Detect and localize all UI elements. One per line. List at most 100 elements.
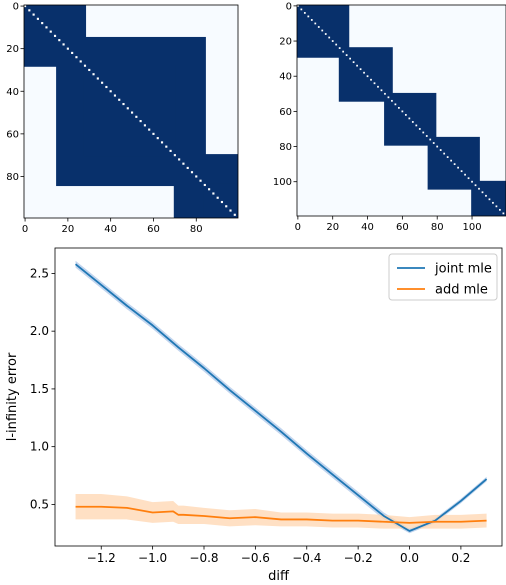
diagonal-cell — [208, 188, 211, 191]
diagonal-cell — [380, 89, 383, 92]
x-tick-label: −0.6 — [241, 551, 270, 565]
legend-label: add mle — [435, 283, 488, 298]
x-axis-label: diff — [268, 569, 290, 584]
diagonal-cell — [212, 192, 215, 195]
diagonal-cell — [363, 71, 365, 74]
diagonal-cell — [75, 56, 78, 59]
diagonal-cell — [359, 68, 362, 71]
diagonal-cell — [481, 191, 484, 194]
x-tick-label: −1.0 — [138, 551, 167, 565]
y-tick-label: 80 — [6, 172, 19, 183]
heatmap-block — [83, 64, 176, 157]
diagonal-cell — [321, 29, 324, 32]
diagonal-cell — [49, 30, 52, 33]
diagonal-cell — [352, 61, 355, 64]
diagonal-cell — [457, 166, 459, 169]
x-tick-label: 0 — [22, 224, 28, 235]
series-line — [74, 263, 488, 532]
diagonal-cell — [464, 173, 466, 176]
x-tick-label: −0.4 — [292, 551, 321, 565]
x-tick-label: 20 — [326, 222, 339, 233]
diagonal-cell — [28, 9, 31, 12]
diagonal-cell — [160, 141, 164, 144]
y-tick-label: 20 — [279, 37, 292, 48]
diagonal-cell — [471, 180, 473, 183]
diagonal-cell — [32, 13, 35, 16]
diagonal-cell — [96, 77, 99, 80]
diagonal-cell — [499, 208, 501, 211]
diagonal-cell — [113, 94, 117, 97]
y-tick-label: 0 — [13, 2, 19, 13]
series-line — [75, 505, 487, 524]
heatmap-frame — [296, 4, 506, 217]
diagonal-cell — [401, 110, 404, 113]
diagonal-cell — [404, 114, 407, 116]
diagonal-cell — [425, 135, 428, 137]
diagonal-cell — [101, 81, 104, 84]
x-tick-label: 60 — [396, 222, 409, 233]
diagonal-cell — [105, 85, 108, 89]
legend-label: joint mle — [434, 262, 492, 277]
y-tick-label: 20 — [6, 44, 19, 55]
diagonal-cell — [303, 12, 306, 14]
y-axis-label: l-infinity error — [5, 352, 20, 441]
confidence-band — [75, 494, 487, 529]
diagonal-cell — [408, 117, 411, 120]
x-tick-label: 40 — [104, 224, 117, 235]
y-tick-label: 60 — [279, 107, 292, 118]
heatmap-left: 0 20 40 60 80 0 20 40 60 80 — [6, 2, 239, 235]
diagonal-cell — [203, 183, 206, 187]
diagonal-cell — [216, 196, 219, 199]
x-tick-label: −0.8 — [189, 551, 218, 565]
diagonal-cell — [152, 132, 155, 135]
x-tick-label: 80 — [431, 222, 444, 233]
x-tick-label: 20 — [62, 224, 75, 235]
diagonal-cell — [62, 43, 65, 46]
diagonal-cell — [317, 26, 320, 28]
diagonal-cell — [109, 90, 112, 93]
y-tick-label: 1.5 — [30, 382, 49, 396]
diagonal-cell — [366, 75, 369, 78]
diagonal-cell — [190, 171, 194, 174]
diagonal-cell — [88, 68, 91, 72]
y-tick-label: 60 — [6, 129, 19, 140]
diagonal-cell — [436, 145, 439, 148]
diagonal-cell — [394, 103, 397, 106]
diagonal-cell — [233, 213, 236, 216]
x-tick-label: 40 — [361, 222, 374, 233]
diagonal-cell — [488, 198, 491, 201]
diagonal-cell — [182, 162, 185, 165]
x-tick-label: −1.2 — [87, 551, 116, 565]
diagonal-cell — [335, 43, 338, 46]
diagonal-cell — [387, 96, 390, 99]
diagonal-cell — [143, 124, 146, 127]
diagonal-cell — [314, 22, 317, 25]
diagonal-cell — [450, 159, 453, 162]
diagonal-cell — [345, 54, 348, 56]
diagonal-cell — [446, 156, 449, 158]
y-tick-label: 0 — [286, 1, 292, 12]
diagonal-cell — [195, 175, 198, 178]
diagonal-cell — [377, 85, 379, 88]
heatmap-frame — [23, 4, 239, 219]
heatmap-block — [338, 47, 393, 102]
diagonal-cell — [92, 73, 95, 76]
diagonal-cell — [58, 39, 61, 42]
diagonal-cell — [24, 5, 27, 8]
diagonal-cell — [310, 19, 313, 21]
diagonal-cell — [411, 121, 414, 123]
plot-frame — [54, 247, 503, 547]
diagonal-cell — [220, 200, 224, 204]
diagonal-cell — [349, 57, 351, 60]
diagonal-cell — [422, 131, 425, 134]
diagonal-cell — [492, 201, 494, 204]
diagonal-cell — [443, 152, 446, 155]
y-tick-label: 40 — [279, 72, 292, 83]
diagonal-cell — [467, 177, 470, 180]
diagonal-cell — [429, 138, 432, 141]
diagonal-cell — [398, 106, 400, 109]
diagonal-cell — [384, 92, 386, 95]
diagonal-cell — [485, 194, 487, 197]
heatmap-right: 0 20 40 60 80 100 0 20 40 60 80 100 — [273, 1, 506, 233]
diagonal-cell — [79, 60, 82, 63]
